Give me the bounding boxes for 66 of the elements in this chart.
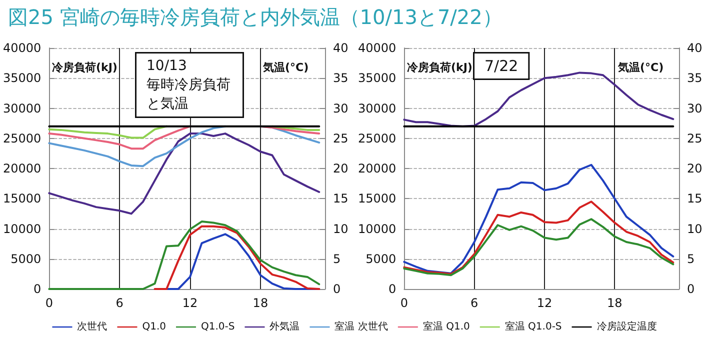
y2-axis-title: 気温(°C) [617, 61, 664, 74]
x-tick-label: 18 [607, 296, 622, 310]
y2-tick-label: 5 [687, 252, 695, 266]
y2-axis-title: 気温(°C) [262, 61, 309, 74]
y2-tick-label: 25 [687, 131, 702, 146]
line-series [403, 164, 674, 274]
annotation: 7/22 [484, 57, 518, 75]
line-series [403, 72, 674, 128]
y-tick-label: 20000 [2, 162, 42, 176]
line-series [48, 220, 320, 290]
annotation: 10/13 毎時冷房負荷と気温 [146, 58, 230, 112]
y-tick-label: 40000 [2, 41, 42, 55]
y2-tick-label: 15 [333, 192, 348, 206]
y2-tick-label: 30 [333, 101, 348, 116]
x-tick-label: 0 [45, 296, 53, 310]
x-tick-label: 6 [470, 296, 478, 310]
y-tick-label: 15000 [358, 192, 396, 206]
legend-label: 室温 Q1.0 [422, 320, 470, 332]
y2-tick-label: 35 [687, 71, 702, 86]
y2-tick-label: 35 [333, 71, 348, 86]
legend-label: 室温 Q1.0-S [504, 320, 562, 332]
legend-label: 冷房設定温度 [596, 320, 657, 332]
y2-tick-label: 20 [333, 162, 348, 176]
y2-tick-label: 0 [333, 282, 341, 296]
line-series [154, 225, 320, 290]
y-tick-label: 35000 [358, 71, 396, 86]
y2-tick-label: 20 [687, 162, 702, 176]
y-tick-label: 20000 [358, 162, 396, 176]
y-axis-title: 冷房負荷(kJ) [407, 61, 472, 74]
legend-label: 外気温 [270, 320, 300, 332]
y-tick-label: 0 [388, 282, 396, 296]
line-series [48, 132, 320, 215]
x-tick-label: 12 [182, 296, 198, 310]
chart-title: 図25 宮崎の毎時冷房負荷と内外気温（10/13と7/22） [8, 4, 502, 31]
y-tick-label: 25000 [358, 131, 396, 146]
y2-tick-label: 25 [333, 131, 348, 146]
x-tick-label: 0 [400, 296, 408, 310]
x-tick-label: 12 [536, 296, 552, 310]
y2-tick-label: 10 [687, 222, 702, 236]
y-tick-label: 30000 [2, 101, 42, 116]
legend-label: Q1.0 [142, 322, 166, 332]
y-tick-label: 10000 [358, 222, 396, 236]
x-tick-label: 6 [116, 296, 124, 310]
line-series [403, 200, 674, 275]
y-tick-label: 30000 [358, 101, 396, 116]
y2-tick-label: 10 [333, 222, 348, 236]
y-tick-label: 0 [34, 282, 42, 296]
y2-tick-label: 30 [687, 101, 702, 116]
x-tick-label: 18 [252, 296, 268, 310]
y-tick-label: 5000 [366, 252, 396, 266]
y2-tick-label: 40 [687, 41, 702, 55]
y-tick-label: 5000 [10, 252, 42, 266]
y2-tick-label: 5 [333, 252, 341, 266]
legend-label: Q1.0-S [201, 322, 235, 332]
y-tick-label: 40000 [358, 41, 396, 55]
legend-label: 次世代 [77, 320, 108, 332]
y2-tick-label: 15 [687, 192, 702, 206]
y-tick-label: 15000 [2, 192, 42, 206]
y-tick-label: 25000 [2, 131, 42, 146]
y-tick-label: 10000 [2, 222, 42, 236]
y-tick-label: 35000 [2, 71, 42, 86]
y-axis-title: 冷房負荷(kJ) [52, 61, 118, 74]
y2-tick-label: 0 [687, 282, 695, 296]
y2-tick-label: 40 [333, 41, 348, 55]
legend-label: 室温 次世代 [334, 320, 388, 332]
line-series [403, 218, 674, 276]
